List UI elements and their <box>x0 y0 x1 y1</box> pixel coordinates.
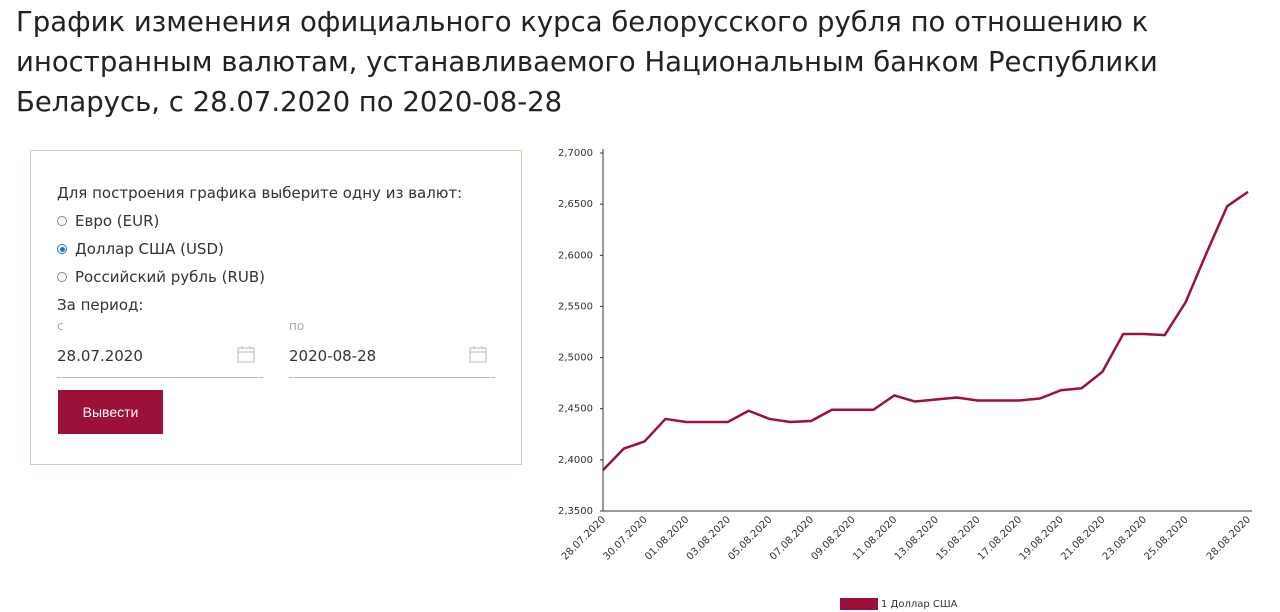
y-tick-label: 2,6500 <box>558 199 593 210</box>
radio[interactable] <box>57 216 67 226</box>
submit-button[interactable]: Вывести <box>58 390 163 434</box>
series-line <box>602 190 1249 471</box>
from-value: 28.07.2020 <box>57 347 143 365</box>
period-label: За период: <box>57 296 144 314</box>
from-input[interactable]: 28.07.2020 <box>57 341 263 378</box>
radio-option[interactable]: Российский рубль (RUB) <box>57 268 265 286</box>
option-label: Евро (EUR) <box>75 212 160 230</box>
option-label: Доллар США (USD) <box>75 240 224 258</box>
radio[interactable] <box>57 272 67 282</box>
legend-label: 1 Доллар США <box>881 599 958 610</box>
to-label: по <box>289 319 305 333</box>
y-tick-label: 2,6000 <box>558 250 593 261</box>
form-prompt: Для построения графика выберите одну из … <box>57 184 463 202</box>
x-tick-label: 25.08.2020 <box>1142 514 1190 562</box>
radio-option[interactable]: Евро (EUR) <box>57 212 159 230</box>
calendar-icon <box>237 346 255 363</box>
currency-form: Для построения графика выберите одну из … <box>30 150 522 465</box>
to-input[interactable]: 2020-08-28 <box>289 341 495 378</box>
x-tick-label: 28.08.2020 <box>1205 514 1253 562</box>
option-label: Российский рубль (RUB) <box>75 268 266 286</box>
y-tick-label: 2,3500 <box>558 506 593 517</box>
from-label: с <box>57 319 64 333</box>
y-tick-label: 2,4500 <box>558 404 593 415</box>
radio[interactable] <box>57 244 67 254</box>
y-tick-label: 2,4000 <box>558 455 593 466</box>
to-value: 2020-08-28 <box>289 347 377 365</box>
y-tick-label: 2,5000 <box>558 353 593 364</box>
page-title: График изменения официального курса бело… <box>16 6 1158 118</box>
y-tick-label: 2,5500 <box>558 301 593 312</box>
y-tick-label: 2,7000 <box>558 148 593 159</box>
radio-option[interactable]: Доллар США (USD) <box>57 240 224 258</box>
calendar-icon <box>469 346 487 363</box>
legend-swatch <box>840 598 878 610</box>
